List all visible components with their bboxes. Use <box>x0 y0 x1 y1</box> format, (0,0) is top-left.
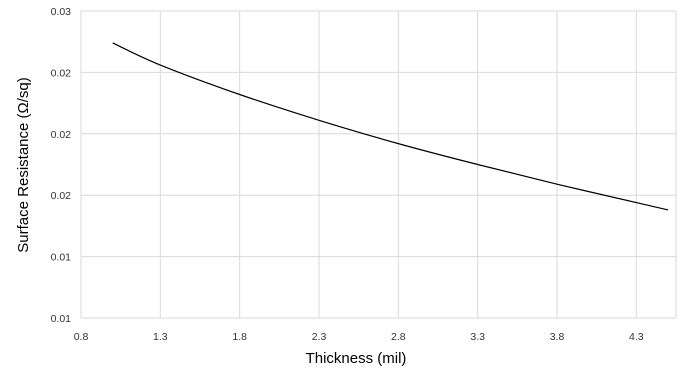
x-tick-label: 3.3 <box>470 331 485 343</box>
y-tick-label: 0.01 <box>51 313 72 325</box>
series-layer <box>112 42 669 211</box>
y-tick-label: 0.02 <box>51 190 72 202</box>
x-tick-label: 2.8 <box>391 331 406 343</box>
x-tick-label: 0.8 <box>74 331 89 343</box>
x-tick-label: 1.3 <box>153 331 168 343</box>
x-tick-label: 4.3 <box>629 331 644 343</box>
series-line <box>112 42 669 211</box>
grid-lines <box>80 10 677 319</box>
y-tick-label: 0.03 <box>51 6 72 18</box>
x-axis: 0.8 1.3 1.8 2.3 2.8 3.3 3.8 4.3 <box>74 331 644 343</box>
y-tick-label: 0.02 <box>51 67 72 79</box>
x-axis-title: Thickness (mil) <box>306 350 407 367</box>
y-axis-title: Surface Resistance (Ω/sq) <box>15 77 32 252</box>
x-tick-label: 1.8 <box>232 331 247 343</box>
x-tick-label: 3.8 <box>550 331 565 343</box>
x-tick-label: 2.3 <box>312 331 327 343</box>
y-axis: 0.01 0.01 0.02 0.02 0.02 0.03 <box>51 6 72 325</box>
y-tick-label: 0.01 <box>51 252 72 264</box>
y-tick-label: 0.02 <box>51 129 72 141</box>
